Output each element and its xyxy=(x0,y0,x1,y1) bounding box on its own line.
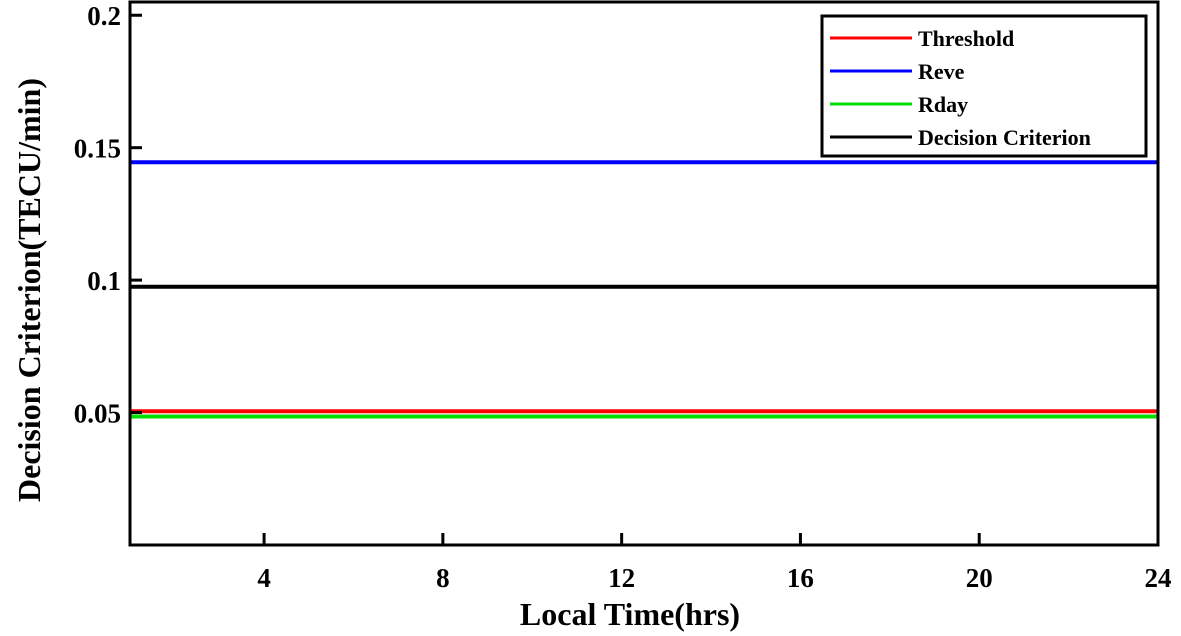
plot-frame xyxy=(128,0,1160,547)
x-tick-label: 24 xyxy=(1145,563,1172,593)
x-tick-label: 12 xyxy=(608,563,635,593)
y-axis-ticks: 0.05 0.1 0.15 0.2 xyxy=(74,1,142,429)
y-tick-label: 0.05 xyxy=(74,399,121,429)
legend-label-1: Threshold xyxy=(918,26,1014,51)
x-tick-label: 16 xyxy=(787,563,814,593)
y-tick-label: 0.15 xyxy=(74,134,121,164)
legend-items: Threshold Reve Rday Decision Criterion xyxy=(830,26,1091,150)
series-layer xyxy=(130,160,1158,419)
legend: Threshold Reve Rday Decision Criterion xyxy=(820,14,1148,158)
y-tick-label: 0.1 xyxy=(87,266,121,296)
legend-label-2: Reve xyxy=(918,59,965,84)
x-tick-label: 20 xyxy=(966,563,993,593)
x-tick-label: 4 xyxy=(257,563,271,593)
y-axis-title: Decision Criterion(TECU/min) xyxy=(11,78,47,502)
x-tick-label: 8 xyxy=(436,563,450,593)
x-axis-title: Local Time(hrs) xyxy=(520,596,740,632)
legend-label-4: Decision Criterion xyxy=(918,125,1091,150)
x-axis-ticks: 4 8 12 16 20 24 xyxy=(257,533,1172,593)
legend-label-3: Rday xyxy=(918,92,968,117)
y-tick-label: 0.2 xyxy=(87,1,121,31)
